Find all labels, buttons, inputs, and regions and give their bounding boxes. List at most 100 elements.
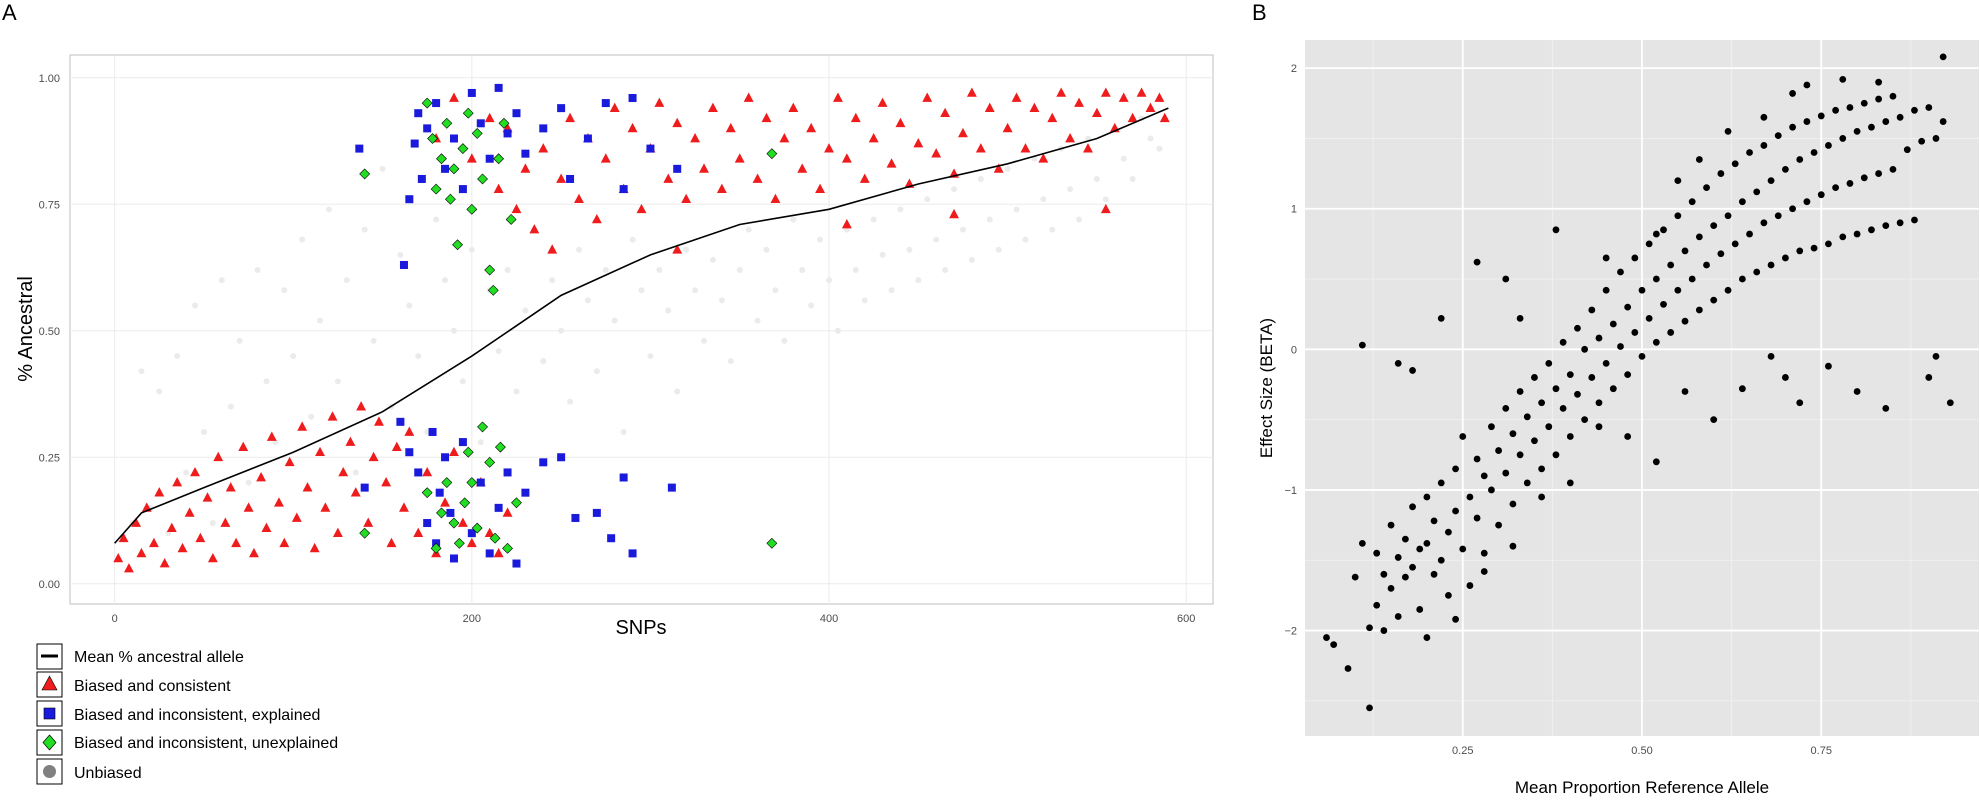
data-point bbox=[1674, 286, 1682, 294]
data-point bbox=[692, 287, 699, 294]
data-point bbox=[457, 143, 469, 155]
data-point bbox=[1832, 184, 1839, 192]
data-point bbox=[471, 128, 483, 139]
data-point bbox=[1459, 545, 1467, 553]
data-point bbox=[1516, 388, 1524, 395]
data-point bbox=[1595, 423, 1603, 431]
data-point bbox=[924, 196, 931, 203]
data-point bbox=[462, 446, 474, 458]
data-point bbox=[888, 287, 895, 294]
data-point bbox=[1710, 296, 1718, 304]
data-point bbox=[166, 522, 177, 532]
data-point bbox=[817, 236, 824, 243]
data-point bbox=[1437, 556, 1445, 564]
data-point bbox=[1825, 142, 1832, 149]
data-point bbox=[1067, 186, 1074, 193]
data-point bbox=[131, 517, 142, 527]
data-point bbox=[1488, 486, 1495, 494]
data-point bbox=[421, 487, 433, 499]
data-point bbox=[850, 112, 861, 123]
data-point bbox=[1523, 479, 1531, 487]
data-point bbox=[1810, 244, 1818, 252]
data-point bbox=[1545, 423, 1553, 431]
data-point bbox=[1674, 177, 1682, 185]
data-point bbox=[467, 529, 476, 538]
data-point bbox=[1789, 205, 1796, 213]
data-point bbox=[636, 203, 647, 214]
data-point bbox=[1559, 338, 1567, 346]
panel-b-y-axis-title: Effect Size (BETA) bbox=[1257, 318, 1276, 458]
data-point bbox=[1038, 153, 1049, 163]
data-point bbox=[766, 537, 778, 549]
data-point bbox=[1617, 268, 1624, 276]
data-point bbox=[453, 537, 465, 549]
data-point bbox=[539, 124, 548, 133]
data-point bbox=[1076, 216, 1083, 223]
data-point bbox=[574, 193, 584, 204]
data-point bbox=[1932, 352, 1940, 360]
data-point bbox=[202, 492, 213, 502]
data-point bbox=[256, 472, 267, 482]
data-point bbox=[1502, 275, 1510, 283]
data-point bbox=[498, 117, 510, 129]
data-point bbox=[673, 164, 682, 173]
data-point bbox=[959, 226, 966, 233]
data-point bbox=[1911, 216, 1918, 224]
data-point bbox=[1609, 320, 1617, 328]
data-point bbox=[1100, 203, 1111, 214]
data-point bbox=[539, 458, 548, 467]
data-point bbox=[414, 468, 423, 477]
data-point bbox=[511, 497, 522, 509]
data-point bbox=[468, 246, 475, 253]
data-point bbox=[877, 97, 888, 107]
data-point bbox=[1868, 226, 1875, 234]
data-point bbox=[493, 547, 504, 558]
data-point bbox=[302, 482, 313, 492]
data-point bbox=[763, 246, 770, 253]
x-tick-label: 400 bbox=[820, 613, 838, 625]
data-point bbox=[1488, 423, 1495, 431]
data-point bbox=[430, 183, 442, 195]
panel-b-label: B bbox=[1252, 0, 1267, 25]
data-point bbox=[734, 153, 745, 163]
data-point bbox=[441, 477, 453, 488]
data-point bbox=[1129, 175, 1136, 182]
data-point bbox=[1516, 451, 1524, 459]
data-point bbox=[332, 527, 343, 538]
data-point bbox=[718, 297, 725, 304]
data-point bbox=[1803, 198, 1811, 206]
data-point bbox=[1918, 137, 1926, 145]
y-tick-label: 0.25 bbox=[39, 452, 60, 464]
data-point bbox=[148, 537, 159, 548]
data-point bbox=[459, 378, 466, 385]
data-point bbox=[1452, 465, 1459, 473]
data-point bbox=[1416, 545, 1424, 553]
data-point bbox=[628, 549, 637, 558]
y-tick-label: 1.00 bbox=[39, 73, 60, 85]
data-point bbox=[1445, 528, 1452, 536]
data-point bbox=[1330, 641, 1338, 649]
data-point bbox=[174, 353, 181, 360]
data-point bbox=[290, 353, 297, 360]
data-point bbox=[1660, 300, 1667, 308]
data-point bbox=[345, 436, 356, 446]
data-point bbox=[575, 246, 582, 253]
data-point bbox=[1753, 268, 1761, 276]
data-point bbox=[1853, 230, 1861, 238]
data-point bbox=[1624, 303, 1632, 311]
data-point bbox=[1373, 601, 1381, 609]
data-point bbox=[609, 102, 620, 112]
data-point bbox=[334, 378, 341, 385]
panel-a-plot-area bbox=[69, 54, 1214, 605]
data-point bbox=[363, 517, 374, 527]
data-point bbox=[502, 507, 513, 517]
data-point bbox=[343, 277, 350, 284]
data-point bbox=[457, 517, 468, 527]
data-point bbox=[1445, 591, 1452, 599]
data-point bbox=[423, 519, 432, 528]
data-point bbox=[788, 102, 799, 112]
data-point bbox=[1002, 122, 1013, 133]
data-point bbox=[462, 107, 474, 119]
data-point bbox=[1925, 104, 1933, 111]
data-point bbox=[359, 168, 371, 180]
